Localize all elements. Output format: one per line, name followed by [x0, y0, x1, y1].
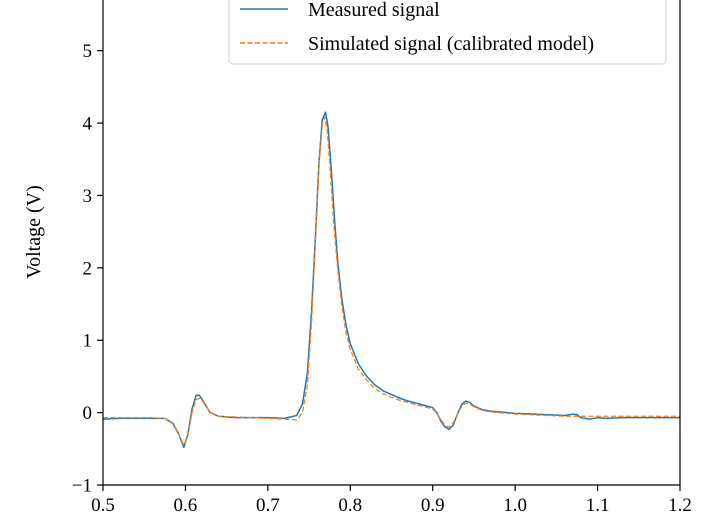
y-tick-label: 4	[83, 114, 93, 135]
y-tick-label: 1	[83, 331, 93, 352]
x-tick-label: 0.9	[421, 495, 445, 516]
x-tick-label: 1.0	[503, 495, 527, 516]
y-tick-label: −1	[72, 476, 92, 497]
y-axis-label: Voltage (V)	[23, 185, 45, 279]
plot-area	[102, 111, 680, 449]
series-line-1	[102, 111, 680, 449]
legend-box	[228, 0, 667, 65]
x-tick-label: 0.5	[91, 495, 115, 516]
legend-label-1: Measured signal	[308, 0, 440, 21]
x-tick-label: 1.1	[586, 495, 610, 516]
legend-label-2: Simulated signal (calibrated model)	[308, 33, 594, 55]
x-tick-label: 0.7	[256, 495, 280, 516]
y-tick-label: 3	[83, 186, 93, 207]
y-tick-label: 0	[83, 403, 93, 424]
x-tick-label: 0.6	[174, 495, 198, 516]
y-tick-label: 2	[83, 258, 93, 279]
legend: Measured signal Simulated signal (calibra…	[228, 0, 667, 65]
x-tick-label: 0.8	[338, 495, 362, 516]
y-tick-label: 5	[83, 41, 93, 62]
x-tick-label: 1.2	[668, 495, 692, 516]
series-line-2	[103, 116, 680, 446]
axes: 0.5 0.6 0.7 0.8 0.9 1.0 1.1 1.2 −1 0 1 2 3 4 5	[72, 0, 692, 516]
